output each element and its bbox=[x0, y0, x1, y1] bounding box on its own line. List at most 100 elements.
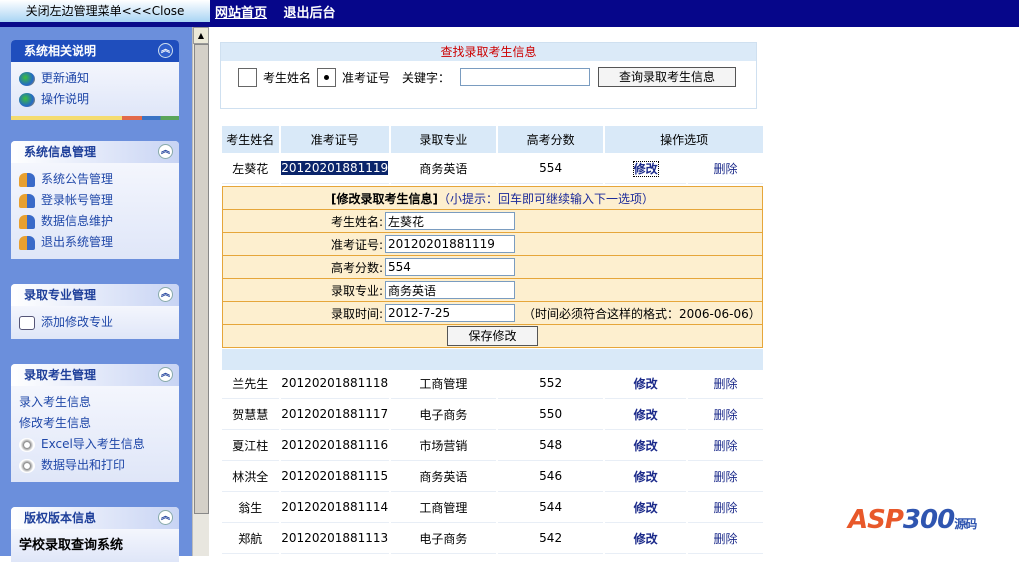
panel-header[interactable]: 版权版本信息 ︽ bbox=[11, 507, 179, 529]
cell-score: 546 bbox=[498, 461, 604, 492]
spinner-icon bbox=[19, 458, 35, 473]
field-label: 考生姓名: bbox=[330, 214, 383, 229]
save-button[interactable]: 保存修改 bbox=[447, 326, 538, 346]
radio-name[interactable] bbox=[238, 67, 257, 87]
sidebar-item[interactable]: 数据信息维护 bbox=[19, 211, 171, 232]
collapse-icon[interactable]: ︽ bbox=[158, 510, 173, 525]
selected-id-text: 20120201881119 bbox=[281, 161, 389, 175]
radio-id[interactable] bbox=[317, 67, 337, 87]
cell-name: 兰先生 bbox=[222, 368, 279, 399]
scroll-up-arrow-icon[interactable]: ▲ bbox=[193, 27, 209, 44]
field-input[interactable] bbox=[385, 304, 515, 322]
scrollbar-thumb[interactable] bbox=[194, 44, 209, 514]
cell-score: 550 bbox=[498, 399, 604, 430]
panel-title: 录取专业管理 bbox=[24, 288, 97, 302]
panel-title: 录取考生管理 bbox=[24, 368, 97, 382]
edit-link[interactable]: 修改 bbox=[633, 407, 658, 422]
cell-score: 548 bbox=[498, 430, 604, 461]
cell-name: 郑航 bbox=[222, 523, 279, 554]
sidebar-item[interactable]: 系统公告管理 bbox=[19, 169, 171, 190]
cell-id: 20120201881119 bbox=[280, 153, 389, 184]
sidebar-item[interactable]: 添加修改专业 bbox=[19, 312, 171, 333]
table-row: 贺慧慧 20120201881117 电子商务 550 修改 删除 bbox=[222, 399, 763, 430]
users-icon bbox=[19, 172, 35, 187]
collapse-icon[interactable]: ︽ bbox=[158, 287, 173, 302]
panel-header[interactable]: 录取专业管理 ︽ bbox=[11, 284, 179, 306]
cell-score: 542 bbox=[498, 523, 604, 554]
users-icon bbox=[19, 235, 35, 250]
edit-link[interactable]: 修改 bbox=[633, 531, 658, 546]
form-row: 录取时间: （时间必须符合这样的格式：2006-06-06） bbox=[223, 302, 762, 325]
cell-id: 20120201881114 bbox=[280, 492, 389, 523]
collapse-icon[interactable]: ︽ bbox=[158, 144, 173, 159]
col-header: 录取专业 bbox=[390, 126, 497, 153]
sidebar-scrollbar[interactable]: ▲ bbox=[192, 27, 209, 556]
edit-link[interactable]: 修改 bbox=[633, 469, 658, 484]
keyword-input[interactable] bbox=[460, 68, 591, 86]
color-stripe bbox=[11, 116, 179, 120]
edit-link[interactable]: 修改 bbox=[633, 500, 658, 515]
delete-link[interactable]: 删除 bbox=[713, 407, 738, 422]
field-input[interactable] bbox=[385, 281, 515, 299]
nav-home-link[interactable]: 网站首页 bbox=[215, 6, 268, 21]
sidebar-item-label: 添加修改专业 bbox=[41, 315, 114, 329]
panel-header[interactable]: 系统信息管理 ︽ bbox=[11, 141, 179, 163]
field-label: 高考分数: bbox=[330, 260, 383, 275]
form-row: 准考证号: bbox=[223, 233, 762, 256]
radio-id-label: 准考证号 bbox=[342, 70, 391, 85]
sidebar-item[interactable]: 操作说明 bbox=[19, 89, 171, 110]
table-row: 林洪全 20120201881115 商务英语 546 修改 删除 bbox=[222, 461, 763, 492]
panel-header[interactable]: 录取考生管理 ︽ bbox=[11, 364, 179, 386]
nav-logout-link[interactable]: 退出后台 bbox=[283, 6, 336, 21]
sidebar-item[interactable]: 登录帐号管理 bbox=[19, 190, 171, 211]
globe-icon bbox=[19, 71, 35, 86]
collapse-icon[interactable]: ︽ bbox=[158, 367, 173, 382]
delete-link[interactable]: 删除 bbox=[713, 376, 738, 391]
edit-link[interactable]: 修改 bbox=[632, 160, 659, 177]
radio-name-label: 考生姓名 bbox=[263, 70, 312, 85]
delete-link[interactable]: 删除 bbox=[713, 161, 738, 176]
field-input[interactable] bbox=[385, 212, 515, 230]
field-input[interactable] bbox=[385, 235, 515, 253]
search-button[interactable]: 查询录取考生信息 bbox=[598, 67, 737, 87]
edit-form: [修改录取考生信息] （小提示：回车即可继续输入下一选项） 考生姓名: 准考证号… bbox=[222, 186, 763, 348]
cell-name: 翁生 bbox=[222, 492, 279, 523]
cell-major: 电子商务 bbox=[390, 523, 497, 554]
sidebar-panel: 版权版本信息 ︽ 学校录取查询系统 bbox=[11, 507, 179, 562]
sidebar-item-label: 操作说明 bbox=[41, 92, 90, 106]
edit-form-hint: （小提示：回车即可继续输入下一选项） bbox=[437, 191, 654, 206]
cell-name: 林洪全 bbox=[222, 461, 279, 492]
cell-major: 商务英语 bbox=[390, 461, 497, 492]
cell-major: 工商管理 bbox=[390, 492, 497, 523]
sidebar-item[interactable]: 退出系统管理 bbox=[19, 232, 171, 253]
sidebar-item[interactable]: 修改考生信息 bbox=[19, 413, 171, 434]
date-format-note: （时间必须符合这样的格式：2006-06-06） bbox=[523, 306, 761, 321]
sidebar-item[interactable]: 更新通知 bbox=[19, 68, 171, 89]
cell-id: 20120201881115 bbox=[280, 461, 389, 492]
delete-link[interactable]: 删除 bbox=[713, 531, 738, 546]
close-menu-link[interactable]: 关闭左边管理菜单<<<Close bbox=[0, 0, 210, 27]
panel-header[interactable]: 系统相关说明 ︽ bbox=[11, 40, 179, 62]
users-icon bbox=[19, 193, 35, 208]
delete-link[interactable]: 删除 bbox=[713, 438, 738, 453]
asp300-logo: ASP300源码 bbox=[848, 505, 977, 535]
sidebar-item[interactable]: 数据导出和打印 bbox=[19, 455, 171, 476]
cell-major: 商务英语 bbox=[390, 153, 497, 184]
system-name: 学校录取查询系统 bbox=[19, 538, 124, 553]
sidebar-item[interactable]: Excel导入考生信息 bbox=[19, 434, 171, 455]
delete-link[interactable]: 删除 bbox=[713, 500, 738, 515]
field-input[interactable] bbox=[385, 258, 515, 276]
collapse-icon[interactable]: ︽ bbox=[158, 43, 173, 58]
edit-link[interactable]: 修改 bbox=[633, 376, 658, 391]
sidebar-item[interactable]: 录入考生信息 bbox=[19, 392, 171, 413]
sidebar-item-label: Excel导入考生信息 bbox=[41, 437, 145, 451]
cell-id: 20120201881118 bbox=[280, 368, 389, 399]
edit-link[interactable]: 修改 bbox=[633, 438, 658, 453]
cell-major: 电子商务 bbox=[390, 399, 497, 430]
cell-name: 左葵花 bbox=[222, 153, 279, 184]
delete-link[interactable]: 删除 bbox=[713, 469, 738, 484]
table-row: 兰先生 20120201881118 工商管理 552 修改 删除 bbox=[222, 368, 763, 399]
panel-title: 系统信息管理 bbox=[24, 145, 97, 159]
edit-form-title: [修改录取考生信息] bbox=[331, 191, 438, 206]
cell-id: 20120201881113 bbox=[280, 523, 389, 554]
